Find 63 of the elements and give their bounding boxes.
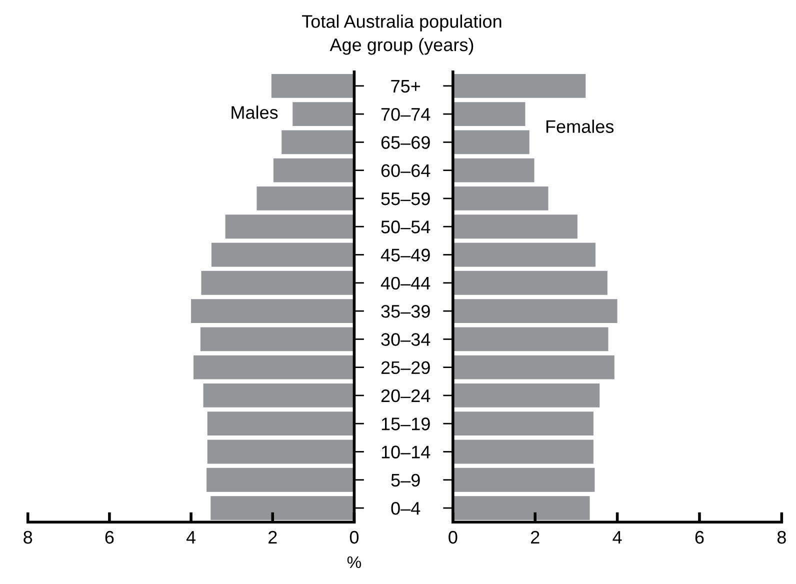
text: Age group (years) xyxy=(330,38,474,55)
x-tick-label: 8 xyxy=(24,530,32,544)
bar xyxy=(201,270,354,295)
x-tick-label: 4 xyxy=(186,531,196,544)
y-tick-label: 70–74 xyxy=(381,108,430,121)
y-tick-label: 25–29 xyxy=(381,361,430,374)
text: Total Australia population xyxy=(302,14,502,32)
bar xyxy=(282,130,354,154)
x-tick-label: 8 xyxy=(777,530,786,544)
y-tick-label: 20–24 xyxy=(381,389,430,402)
bar xyxy=(452,299,618,323)
bar xyxy=(452,384,600,408)
bar xyxy=(452,158,534,182)
y-tick-label: 75+ xyxy=(391,80,420,93)
series-label: Males xyxy=(232,106,278,119)
bar xyxy=(452,186,548,210)
y-tick-label: 15–19 xyxy=(382,418,430,430)
bar xyxy=(452,102,526,126)
bar xyxy=(452,468,595,492)
y-tick-label: 50–54 xyxy=(381,220,430,234)
bar xyxy=(191,299,354,323)
y-tick-label: 10–14 xyxy=(382,446,430,458)
bar xyxy=(452,327,608,352)
bar xyxy=(193,355,354,380)
bar xyxy=(292,102,354,126)
bar xyxy=(207,440,354,464)
bar xyxy=(452,130,530,154)
y-tick-label: 45–49 xyxy=(380,248,430,262)
bar xyxy=(256,186,354,210)
x-tick-label: 0 xyxy=(448,530,458,544)
y-tick-label: 0–4 xyxy=(391,502,420,515)
y-tick-label: 30–34 xyxy=(381,333,430,346)
x-tick-label: 0 xyxy=(350,530,359,544)
bar xyxy=(206,468,354,492)
y-tick-label: 35–39 xyxy=(381,304,430,318)
y-tick-label: 60–64 xyxy=(381,164,430,178)
bar xyxy=(452,355,614,380)
x-tick-label: 6 xyxy=(105,530,114,544)
x-tick-label: 4 xyxy=(612,531,622,544)
bar xyxy=(452,440,594,464)
bar xyxy=(452,214,578,239)
x-axis-title: % xyxy=(347,556,362,568)
bar xyxy=(273,158,354,182)
x-tick-label: 2 xyxy=(531,530,540,544)
bar xyxy=(203,384,354,408)
x-tick-label: 2 xyxy=(268,530,277,544)
bar xyxy=(452,242,596,267)
bar xyxy=(211,242,354,267)
series-label: Females xyxy=(546,120,614,133)
y-tick-label: 5–9 xyxy=(391,474,420,487)
bar xyxy=(452,74,586,98)
y-tick-label: 55–59 xyxy=(381,192,430,206)
bar xyxy=(271,74,354,98)
bar xyxy=(452,496,590,520)
bar xyxy=(200,327,354,352)
x-tick-label: 6 xyxy=(695,530,704,544)
bar xyxy=(452,412,594,436)
y-tick-label: 40–44 xyxy=(380,276,430,290)
bar xyxy=(225,214,354,239)
bar xyxy=(207,412,354,436)
bar xyxy=(452,270,608,295)
bar xyxy=(210,496,354,520)
y-tick-label: 65–69 xyxy=(381,136,430,149)
